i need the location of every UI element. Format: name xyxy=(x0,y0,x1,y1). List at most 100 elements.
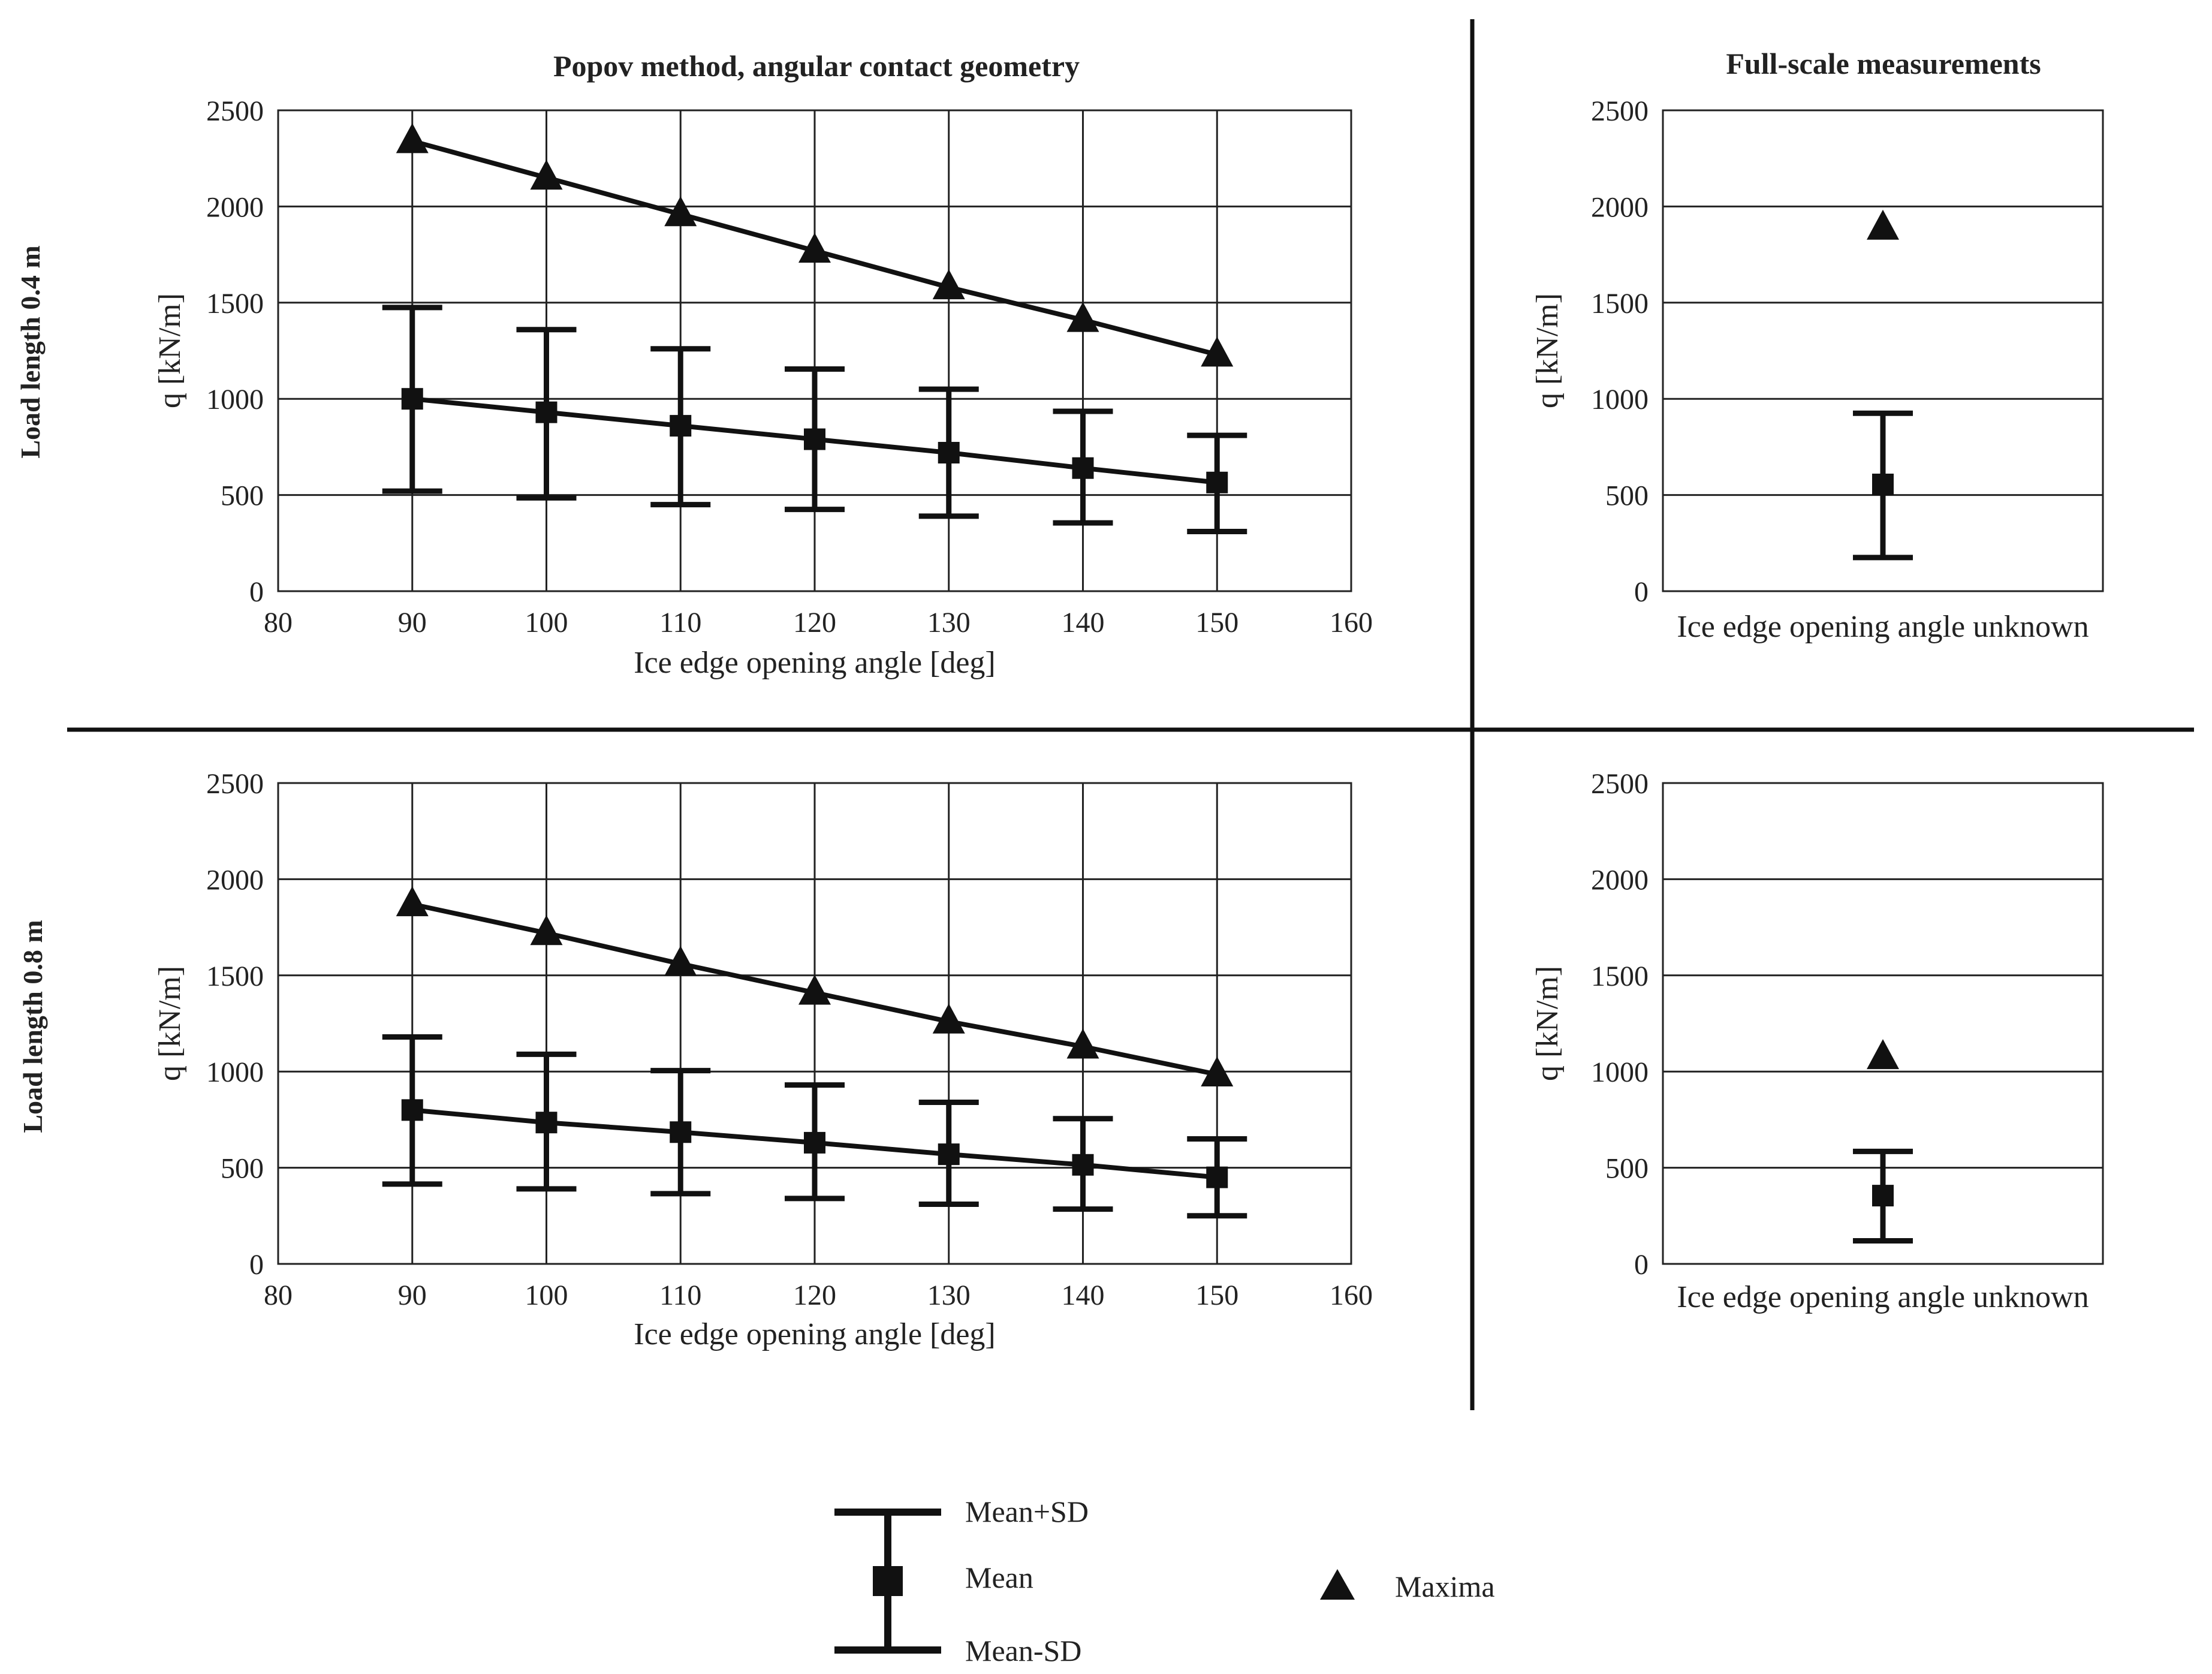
row-title-load-0-8: Load length 0.8 m xyxy=(17,920,48,1133)
x-axis-label: Ice edge opening angle [deg] xyxy=(634,646,995,680)
x-tick-label: 90 xyxy=(398,1279,427,1311)
chart-panel-popov-0-4: 0 500 1000 1500 2000 2500 80 90 100 110 120 130 140 1… xyxy=(153,95,1373,680)
legend-mean-minus-sd-label: Mean-SD xyxy=(965,1634,1081,1667)
mean-marker xyxy=(938,442,960,464)
x-tick-label: 90 xyxy=(398,607,427,639)
x-tick-label: 160 xyxy=(1330,607,1373,639)
maxima-marker xyxy=(530,915,563,946)
y-tick-label: 1500 xyxy=(206,288,264,320)
maxima-marker xyxy=(1066,302,1099,332)
mean-marker xyxy=(804,1131,825,1154)
maxima-marker xyxy=(1201,1056,1234,1087)
mean-marker xyxy=(938,1143,960,1166)
y-tick-label: 2500 xyxy=(1591,95,1649,127)
mean-marker xyxy=(401,1099,423,1121)
y-tick-label: 2500 xyxy=(206,768,264,800)
x-axis-label: Ice edge opening angle unknown xyxy=(1677,610,2089,644)
x-tick-label: 140 xyxy=(1062,1279,1105,1311)
mean-marker xyxy=(1072,457,1094,479)
y-tick-label: 2000 xyxy=(206,864,264,896)
legend-maxima-marker xyxy=(1320,1569,1355,1600)
x-tick-label: 100 xyxy=(525,607,568,639)
mean-marker xyxy=(804,428,825,450)
y-tick-label: 500 xyxy=(221,480,264,512)
mean-marker xyxy=(1072,1154,1094,1176)
y-tick-label: 2000 xyxy=(1591,864,1649,896)
maxima-marker xyxy=(1201,336,1234,367)
maxima-marker xyxy=(530,159,563,190)
legend-mean-label: Mean xyxy=(965,1561,1033,1594)
y-tick-label: 0 xyxy=(249,576,264,608)
x-tick-label: 100 xyxy=(525,1279,568,1311)
y-axis-label: q [kN/m] xyxy=(153,966,187,1081)
y-tick-label: 1500 xyxy=(1591,961,1649,992)
x-axis-label: Ice edge opening angle [deg] xyxy=(634,1317,995,1351)
y-tick-label: 1000 xyxy=(206,1056,264,1088)
maxima-marker xyxy=(932,1003,965,1034)
legend-mean-plus-sd-label: Mean+SD xyxy=(965,1495,1089,1528)
y-axis-label: q [kN/m] xyxy=(153,293,187,408)
y-axis-label: q [kN/m] xyxy=(1530,966,1565,1081)
column-title-popov: Popov method, angular contact geometry xyxy=(553,49,1080,83)
y-tick-label: 1500 xyxy=(206,961,264,992)
mean-marker xyxy=(1206,1166,1228,1188)
x-tick-label: 130 xyxy=(927,607,971,639)
y-tick-label: 2500 xyxy=(206,95,264,127)
y-tick-label: 1000 xyxy=(206,384,264,416)
chart-panel-popov-0-8: 0 500 1000 1500 2000 2500 80 90 100 110 120 130 140 1… xyxy=(153,768,1373,1351)
legend-mean-marker xyxy=(873,1566,903,1596)
maxima-marker xyxy=(1867,1039,1899,1070)
x-tick-label: 80 xyxy=(264,607,293,639)
mean-marker xyxy=(1872,1185,1894,1207)
y-tick-label: 2500 xyxy=(1591,768,1649,800)
x-tick-label: 110 xyxy=(659,1279,701,1311)
row-title-load-0-4: Load length 0.4 m xyxy=(15,245,46,458)
maxima-marker xyxy=(932,269,965,300)
y-tick-label: 1000 xyxy=(1591,384,1649,416)
legend-maxima-label: Maxima xyxy=(1395,1570,1495,1603)
x-tick-label: 160 xyxy=(1330,1279,1373,1311)
mean-marker xyxy=(535,401,557,423)
maxima-marker xyxy=(396,123,429,153)
y-tick-label: 1000 xyxy=(1591,1056,1649,1088)
x-tick-label: 110 xyxy=(659,607,701,639)
y-tick-label: 1500 xyxy=(1591,288,1649,320)
mean-marker xyxy=(670,1121,692,1143)
x-tick-label: 150 xyxy=(1195,1279,1238,1311)
x-tick-label: 120 xyxy=(793,607,836,639)
mean-marker xyxy=(1206,471,1228,493)
x-tick-label: 150 xyxy=(1195,607,1238,639)
plot-frame xyxy=(1662,782,2104,1265)
chart-panel-full-scale-0-4: 0 500 1000 1500 2000 2500 Ice edge opening ang… xyxy=(1530,95,2104,644)
y-tick-label: 0 xyxy=(1634,1249,1649,1281)
maxima-marker xyxy=(396,886,429,917)
y-tick-label: 500 xyxy=(1605,480,1649,512)
maxima-marker xyxy=(798,233,831,263)
mean-marker xyxy=(401,388,423,410)
maxima-marker xyxy=(664,196,697,227)
column-title-full-scale: Full-scale measurements xyxy=(1726,47,2041,80)
maxima-marker xyxy=(798,974,831,1005)
plot-frame xyxy=(1662,109,2104,592)
y-axis-label: q [kN/m] xyxy=(1530,293,1565,408)
legend: Mean+SD Mean Mean-SD Maxima xyxy=(834,1495,1495,1667)
x-tick-label: 80 xyxy=(264,1279,293,1311)
mean-marker xyxy=(670,415,692,437)
x-tick-label: 120 xyxy=(793,1279,836,1311)
mean-marker xyxy=(1872,473,1894,495)
chart-panel-full-scale-0-8: 0 500 1000 1500 2000 2500 Ice edge opening ang… xyxy=(1530,768,2104,1314)
x-tick-label: 140 xyxy=(1062,607,1105,639)
x-axis-label: Ice edge opening angle unknown xyxy=(1677,1280,2089,1314)
maxima-marker xyxy=(664,946,697,976)
y-tick-label: 500 xyxy=(221,1153,264,1185)
y-tick-label: 2000 xyxy=(206,191,264,223)
maxima-marker xyxy=(1867,209,1899,240)
x-tick-label: 130 xyxy=(927,1279,971,1311)
mean-marker xyxy=(535,1112,557,1134)
maxima-marker xyxy=(1066,1028,1099,1059)
y-tick-label: 0 xyxy=(1634,576,1649,608)
y-tick-label: 0 xyxy=(249,1249,264,1281)
y-tick-label: 500 xyxy=(1605,1153,1649,1185)
y-tick-label: 2000 xyxy=(1591,191,1649,223)
